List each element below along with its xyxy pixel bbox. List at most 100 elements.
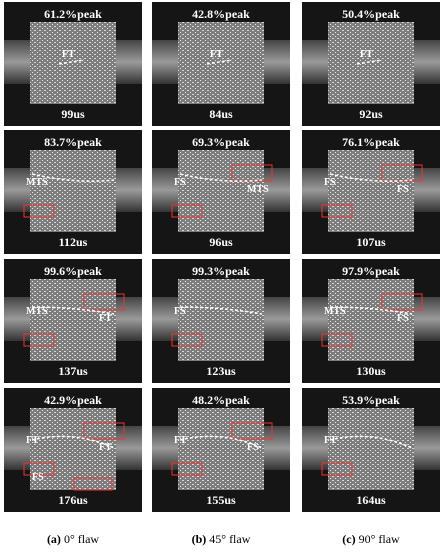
crack-trace <box>329 306 413 315</box>
frame: 69.3%peak 96us FS MTS <box>152 130 290 254</box>
grip-right <box>262 40 290 84</box>
crack-box <box>321 333 353 347</box>
crack-tag: FT <box>62 49 75 60</box>
crack-trace <box>31 173 115 182</box>
crack-box <box>171 333 203 347</box>
grip-right <box>412 297 440 341</box>
specimen <box>328 408 414 490</box>
specimen <box>328 22 414 104</box>
peak-label: 48.2%peak <box>192 393 250 407</box>
grip-left <box>4 40 32 84</box>
time-label: 92us <box>359 107 383 121</box>
crack-trace <box>356 59 383 65</box>
crack-trace <box>329 435 413 449</box>
crack-trace <box>329 173 413 182</box>
caption-tag: (a) <box>47 532 61 546</box>
peak-label: 99.3%peak <box>192 264 250 278</box>
time-label: 96us <box>209 235 233 249</box>
peak-label: 61.2%peak <box>44 7 102 21</box>
specimen <box>30 150 116 232</box>
frame: 53.9%peak 164us FT <box>302 388 440 512</box>
frame: 99.6%peak 137us MTS FT <box>4 259 142 383</box>
crack-trace <box>31 306 115 315</box>
crack-box <box>381 293 423 311</box>
frame: 42.9%peak 176us FT FT FS <box>4 388 142 512</box>
peak-label: 53.9%peak <box>342 393 400 407</box>
crack-tag: MTS <box>26 177 48 188</box>
specimen <box>30 22 116 104</box>
caption-tag: (b) <box>192 532 207 546</box>
time-label: 84us <box>209 107 233 121</box>
crack-tag: FS <box>32 472 44 483</box>
crack-tag: MTS <box>26 306 48 317</box>
crack-box <box>73 477 113 491</box>
frame: 83.7%peak 112us MTS <box>4 130 142 254</box>
specimen <box>30 408 116 490</box>
grip-right <box>412 426 440 470</box>
crack-trace <box>31 435 115 449</box>
specimen <box>178 150 264 232</box>
grip-right <box>114 168 142 212</box>
crack-box <box>171 462 203 476</box>
time-label: 164us <box>356 493 386 507</box>
crack-tag: FT <box>210 49 223 60</box>
crack-trace <box>179 306 263 315</box>
frame: 42.8%peak 84us FT <box>152 2 290 126</box>
column-caption: (b) 45° flaw <box>192 532 251 546</box>
specimen <box>178 22 264 104</box>
peak-label: 99.6%peak <box>44 264 102 278</box>
crack-tag: FT <box>99 313 112 324</box>
crack-box <box>23 333 55 347</box>
crack-trace <box>179 173 263 182</box>
grip-right <box>114 297 142 341</box>
peak-label: 42.9%peak <box>44 393 102 407</box>
crack-tag: FT <box>174 435 187 446</box>
grip-left <box>302 40 330 84</box>
specimen <box>328 279 414 361</box>
crack-box <box>231 422 273 440</box>
time-label: 107us <box>356 235 386 249</box>
crack-box <box>23 462 55 476</box>
time-label: 137us <box>58 364 88 378</box>
caption-text: 45° flaw <box>209 532 250 546</box>
crack-tag: FS <box>247 442 259 453</box>
peak-label: 42.8%peak <box>192 7 250 21</box>
time-label: 176us <box>58 493 88 507</box>
crack-tag: FS <box>324 177 336 188</box>
crack-tag: FS <box>174 306 186 317</box>
time-label: 155us <box>206 493 236 507</box>
crack-tag: FS <box>174 177 186 188</box>
time-label: 99us <box>61 107 85 121</box>
crack-box <box>321 462 353 476</box>
crack-tag: FT <box>99 442 112 453</box>
grip-right <box>114 426 142 470</box>
grip-right <box>412 168 440 212</box>
caption-text: 90° flaw <box>359 532 400 546</box>
caption-text: 0° flaw <box>64 532 99 546</box>
grip-right <box>262 168 290 212</box>
caption-tag: (c) <box>342 532 355 546</box>
crack-box <box>171 204 203 218</box>
grip-left <box>152 40 180 84</box>
frame: 99.3%peak 123us FS <box>152 259 290 383</box>
crack-box <box>83 293 125 311</box>
frame: 97.9%peak 130us MTS FS <box>302 259 440 383</box>
crack-tag: MTS <box>247 184 269 195</box>
peak-label: 69.3%peak <box>192 135 250 149</box>
column-caption: (a) 0° flaw <box>47 532 99 546</box>
crack-box <box>321 204 353 218</box>
crack-trace <box>58 59 85 65</box>
grip-right <box>262 426 290 470</box>
crack-box <box>83 422 125 440</box>
time-label: 123us <box>206 364 236 378</box>
frame: 48.2%peak 155us FT FS <box>152 388 290 512</box>
crack-trace <box>206 59 233 65</box>
crack-tag: FS <box>397 313 409 324</box>
crack-tag: MTS <box>324 306 346 317</box>
grip-right <box>114 40 142 84</box>
grip-right <box>412 40 440 84</box>
crack-tag: FS <box>397 184 409 195</box>
crack-tag: FT <box>26 435 39 446</box>
column-caption: (c) 90° flaw <box>342 532 400 546</box>
frame: 76.1%peak 107us FS FS <box>302 130 440 254</box>
